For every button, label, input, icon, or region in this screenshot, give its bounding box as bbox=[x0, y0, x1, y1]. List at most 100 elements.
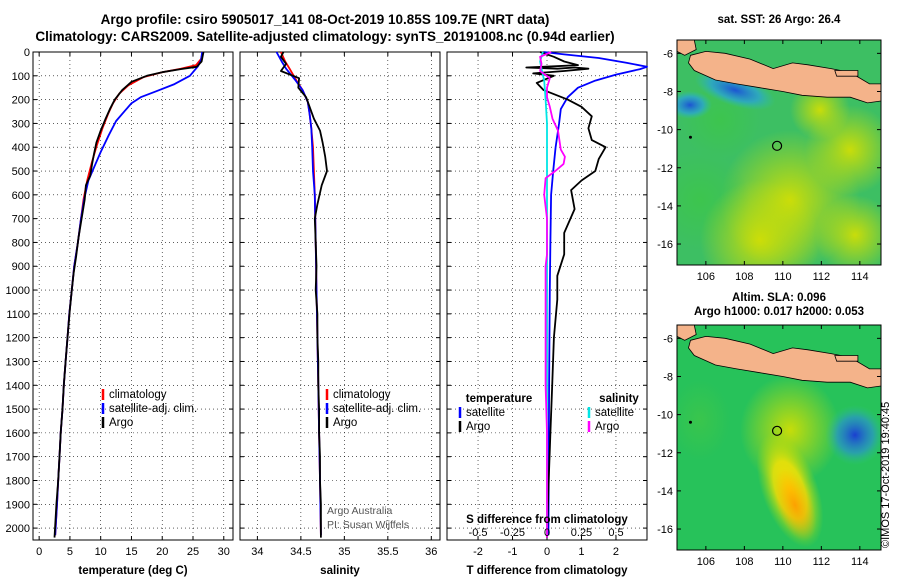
depth-tick-label: 900 bbox=[12, 261, 30, 273]
legend-label: satellite bbox=[595, 407, 634, 419]
legend-label: Argo bbox=[109, 417, 133, 429]
inner-axis-label: S difference from climatology bbox=[466, 514, 628, 526]
inner-tick-label: -0.5 bbox=[469, 527, 488, 539]
x-tick-label: -2 bbox=[473, 546, 483, 558]
depth-tick-label: 100 bbox=[12, 71, 30, 83]
map-frame bbox=[676, 39, 882, 266]
operator-line: PI: Susan Wijffels bbox=[327, 519, 409, 531]
map-y-tick-label: -10 bbox=[657, 125, 673, 137]
legend-label: climatology bbox=[333, 389, 391, 401]
depth-tick-label: 1600 bbox=[6, 428, 30, 440]
depth-tick-label: 1300 bbox=[6, 356, 30, 368]
series-line-s-argo bbox=[539, 51, 566, 538]
depth-tick-label: 1700 bbox=[6, 452, 30, 464]
operator-line: Argo Australia bbox=[327, 505, 393, 517]
madura-land bbox=[834, 355, 859, 362]
sst-patch bbox=[700, 180, 820, 265]
map-y-tick-label: -16 bbox=[657, 239, 673, 251]
series-line-s-satellite bbox=[539, 51, 548, 536]
depth-tick-label: 300 bbox=[12, 118, 30, 130]
map-y-tick-label: -6 bbox=[663, 333, 673, 345]
map-title: sat. SST: 26 Argo: 26.4 bbox=[718, 14, 842, 26]
map-title-line: Altim. SLA: 0.096 bbox=[732, 292, 826, 304]
legend-header-salinity: salinity bbox=[599, 393, 639, 405]
x-tick-label: 15 bbox=[125, 546, 137, 558]
x-tick-label: 2 bbox=[613, 546, 619, 558]
x-tick-label: 10 bbox=[95, 546, 107, 558]
x-axis-label: salinity bbox=[320, 565, 360, 577]
sumatra-land bbox=[677, 40, 697, 56]
series-line-t-satellite bbox=[543, 51, 648, 536]
map-frame bbox=[676, 324, 882, 551]
map-y-tick-label: -16 bbox=[657, 524, 673, 536]
map-sst_map bbox=[677, 40, 881, 265]
depth-tick-label: 2000 bbox=[6, 523, 30, 535]
x-tick-label: 5 bbox=[67, 546, 73, 558]
map-y-tick-label: -10 bbox=[657, 410, 673, 422]
map-x-tick-label: 108 bbox=[735, 556, 753, 568]
map-x-tick-label: 108 bbox=[735, 271, 753, 283]
depth-tick-label: 1200 bbox=[6, 333, 30, 345]
depth-tick-label: 800 bbox=[12, 237, 30, 249]
x-axis-label: T difference from climatology bbox=[466, 565, 628, 577]
map-title-line: Argo h1000: 0.017 h2000: 0.053 bbox=[694, 306, 864, 318]
sla-patch bbox=[677, 380, 730, 460]
x-tick-label: 25 bbox=[187, 546, 199, 558]
inner-tick-label: 0.25 bbox=[571, 527, 592, 539]
legend-label: Argo bbox=[333, 417, 357, 429]
map-y-tick-label: -12 bbox=[657, 163, 673, 175]
inner-tick-label: 0.5 bbox=[608, 527, 623, 539]
x-tick-label: 30 bbox=[218, 546, 230, 558]
sst-patch bbox=[815, 195, 881, 265]
x-tick-label: 36 bbox=[425, 546, 437, 558]
sla-low bbox=[825, 405, 881, 465]
map-x-tick-label: 112 bbox=[813, 556, 831, 568]
x-tick-label: 34 bbox=[251, 546, 263, 558]
legend-label: climatology bbox=[109, 389, 167, 401]
map-x-tick-label: 106 bbox=[697, 556, 715, 568]
legend-label: satellite-adj. clim. bbox=[109, 403, 197, 415]
map-y-tick-label: -12 bbox=[657, 448, 673, 460]
map-x-tick-label: 114 bbox=[851, 271, 869, 283]
java-land bbox=[688, 50, 881, 104]
depth-tick-label: 200 bbox=[12, 95, 30, 107]
depth-tick-label: 1500 bbox=[6, 404, 30, 416]
figure-title: Argo profile: csiro 5905017_141 08-Oct-2… bbox=[100, 12, 550, 27]
depth-tick-label: 1400 bbox=[6, 380, 30, 392]
depth-tick-label: 400 bbox=[12, 142, 30, 154]
x-tick-label: 35.5 bbox=[377, 546, 398, 558]
x-tick-label: 0 bbox=[36, 546, 42, 558]
map-y-tick-label: -8 bbox=[663, 86, 673, 98]
map-y-tick-label: -8 bbox=[663, 371, 673, 383]
map-x-tick-label: 112 bbox=[813, 271, 831, 283]
map-x-tick-label: 110 bbox=[774, 556, 792, 568]
depth-tick-label: 500 bbox=[12, 166, 30, 178]
map-x-tick-label: 106 bbox=[697, 271, 715, 283]
inner-tick-label: 0 bbox=[544, 527, 550, 539]
series-line-argo bbox=[53, 51, 205, 538]
depth-tick-label: 1900 bbox=[6, 499, 30, 511]
map-y-tick-label: -14 bbox=[657, 201, 673, 213]
x-axis-label: temperature (deg C) bbox=[78, 565, 187, 577]
island-dot bbox=[688, 420, 692, 424]
island-dot bbox=[688, 135, 692, 139]
legend-label: satellite bbox=[466, 407, 505, 419]
legend-label: satellite-adj. clim. bbox=[333, 403, 421, 415]
panel-frame-temperature bbox=[32, 51, 234, 541]
legend-label: Argo bbox=[595, 421, 619, 433]
legend-header-temperature: temperature bbox=[466, 393, 532, 405]
figure-subtitle: Climatology: CARS2009. Satellite-adjuste… bbox=[35, 29, 615, 44]
x-tick-label: 20 bbox=[156, 546, 168, 558]
map-y-tick-label: -6 bbox=[663, 48, 673, 60]
sla-high-core bbox=[773, 468, 817, 542]
madura-land bbox=[834, 70, 859, 77]
inner-tick-label: -0.25 bbox=[500, 527, 525, 539]
panel-frame-salinity bbox=[239, 51, 441, 541]
depth-tick-label: 700 bbox=[12, 214, 30, 226]
sst-cool-patch bbox=[677, 91, 712, 119]
depth-tick-label: 600 bbox=[12, 190, 30, 202]
map-x-tick-label: 110 bbox=[774, 271, 792, 283]
map-y-tick-label: -14 bbox=[657, 486, 673, 498]
x-tick-label: -1 bbox=[508, 546, 518, 558]
depth-tick-label: 1800 bbox=[6, 475, 30, 487]
